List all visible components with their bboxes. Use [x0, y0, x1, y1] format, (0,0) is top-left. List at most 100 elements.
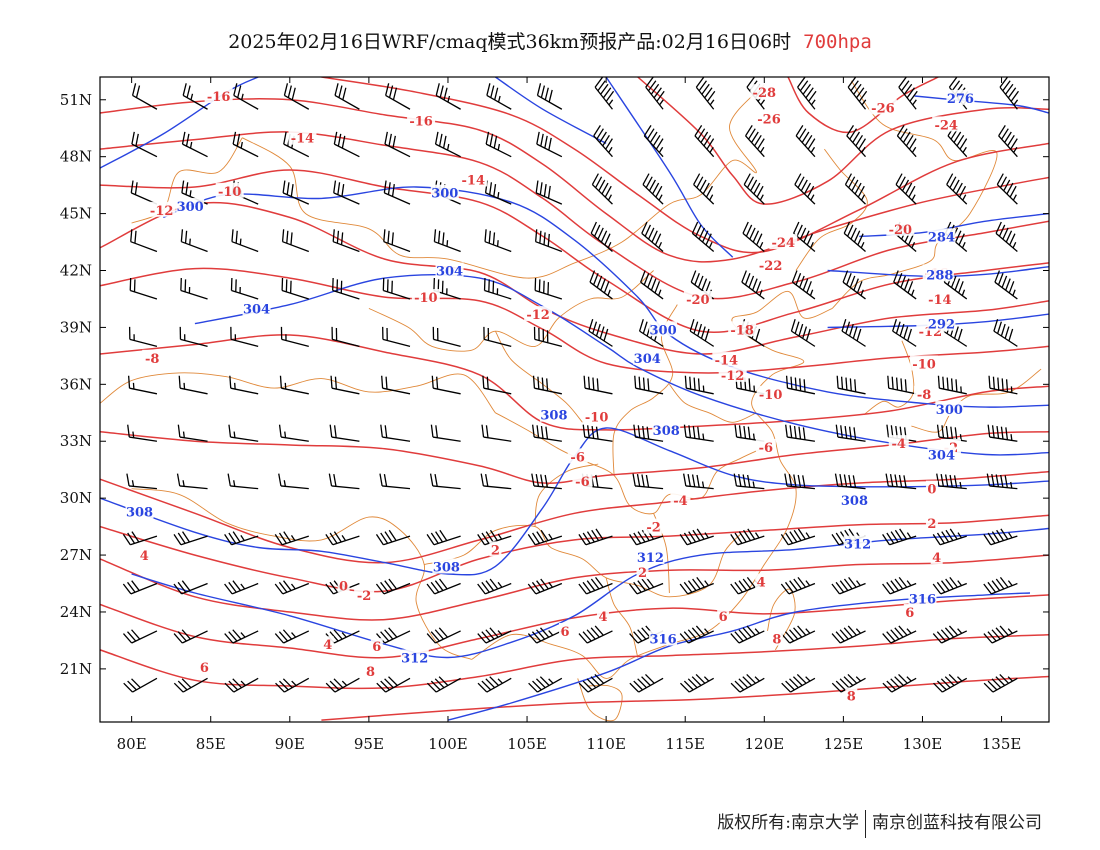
barb-flag: [492, 232, 496, 245]
barb-flag: [905, 182, 913, 195]
barb-staff: [331, 387, 360, 395]
label-halo: [927, 315, 956, 331]
temperature-label: -24: [769, 234, 798, 251]
barb-half-flag: [189, 238, 191, 245]
barb-flag: [687, 580, 697, 591]
height-label-text: 288: [926, 268, 953, 283]
barb-half-flag: [497, 678, 503, 684]
barb-flag: [847, 77, 857, 88]
wind-barb: [281, 229, 310, 253]
barb-flag: [734, 631, 744, 642]
barb-flag: [742, 578, 752, 590]
barb-flag: [647, 80, 657, 92]
barb-flag: [281, 229, 285, 242]
barb-staff: [130, 582, 158, 595]
wind-barb: [846, 124, 867, 158]
wind-barb: [582, 424, 613, 442]
barb-flag: [941, 425, 945, 438]
temperature-label: 2: [489, 541, 502, 558]
barb-staff: [332, 289, 360, 300]
barb-staff: [587, 677, 613, 693]
barb-flag: [535, 678, 546, 689]
barb-flag: [536, 425, 540, 438]
barb-flag: [835, 532, 844, 544]
barb-flag: [1008, 281, 1015, 294]
barb-flag: [439, 85, 444, 98]
barb-flag: [1008, 328, 1014, 342]
barb-staff: [231, 289, 259, 300]
isotherm: [100, 131, 1049, 300]
wind-barb: [432, 326, 461, 348]
boundary-line: [795, 148, 868, 271]
barb-flag: [890, 629, 900, 640]
temperature-label: -10: [910, 355, 939, 372]
barb-flag: [122, 583, 132, 595]
barb-staff: [685, 436, 714, 442]
barb-flag: [1009, 185, 1017, 198]
barb-flag: [741, 270, 747, 283]
barb-flag: [788, 473, 793, 487]
barb-half-flag: [962, 194, 967, 201]
barb-flag: [173, 682, 184, 693]
barb-flag: [531, 631, 542, 642]
barb-flag: [746, 176, 754, 189]
barb-flag: [949, 576, 958, 588]
wind-barb: [333, 180, 360, 205]
pressure-level: 700hpa: [803, 31, 872, 53]
barb-flag: [754, 134, 762, 147]
barb-flag: [127, 532, 136, 544]
barb-half-flag: [290, 535, 296, 541]
barb-flag: [936, 473, 940, 487]
barb-flag: [177, 631, 187, 642]
wind-barb: [430, 424, 461, 442]
barb-flag: [433, 229, 437, 242]
barb-staff: [129, 485, 158, 490]
barb-flag: [633, 532, 642, 544]
temperature-label: -12: [524, 306, 553, 323]
barb-flag: [1004, 475, 1008, 488]
barb-staff: [384, 192, 411, 205]
barb-flag: [804, 134, 813, 147]
temperature-label-text: -6: [570, 450, 584, 465]
barb-flag: [333, 678, 344, 689]
barb-staff: [586, 630, 613, 644]
wind-barb: [224, 677, 259, 693]
barb-flag: [278, 532, 287, 544]
barb-staff: [946, 184, 968, 205]
lon-label: 85E: [196, 735, 226, 753]
barb-flag: [598, 179, 606, 192]
barb-flag: [653, 87, 662, 99]
barb-flag: [997, 377, 1000, 391]
label-halo: [649, 321, 678, 337]
wind-barb: [643, 124, 664, 158]
barb-flag: [489, 529, 498, 541]
barb-flag: [991, 580, 1001, 591]
wind-barb: [730, 674, 765, 693]
barb-flag: [434, 678, 445, 689]
barb-flag: [650, 83, 660, 95]
barb-flag: [646, 128, 655, 140]
barb-staff: [893, 281, 917, 300]
barb-flag: [999, 674, 1010, 684]
wind-barb: [528, 676, 563, 693]
barb-flag: [802, 278, 809, 291]
barb-staff: [993, 330, 1018, 347]
wind-barb: [179, 326, 208, 348]
barb-flag: [692, 529, 701, 541]
map-title: 2025年02月16日WRF/cmaq模式36km预报产品:02月16日06时 7…: [0, 27, 1100, 54]
barb-flag: [835, 680, 846, 691]
barb-flag: [907, 281, 914, 294]
barb-flag: [697, 426, 700, 440]
barb-staff: [231, 535, 259, 546]
barb-half-flag: [497, 581, 503, 588]
barb-flag: [486, 83, 491, 96]
wind-barb: [887, 375, 917, 395]
barb-flag: [856, 281, 863, 294]
barb-flag: [796, 224, 803, 237]
label-halo: [932, 116, 961, 132]
barb-flag: [895, 173, 903, 185]
barb-half-flag: [608, 99, 614, 106]
temperature-label: -12: [718, 366, 747, 384]
barb-flag: [855, 134, 864, 147]
barb-staff: [130, 535, 158, 546]
